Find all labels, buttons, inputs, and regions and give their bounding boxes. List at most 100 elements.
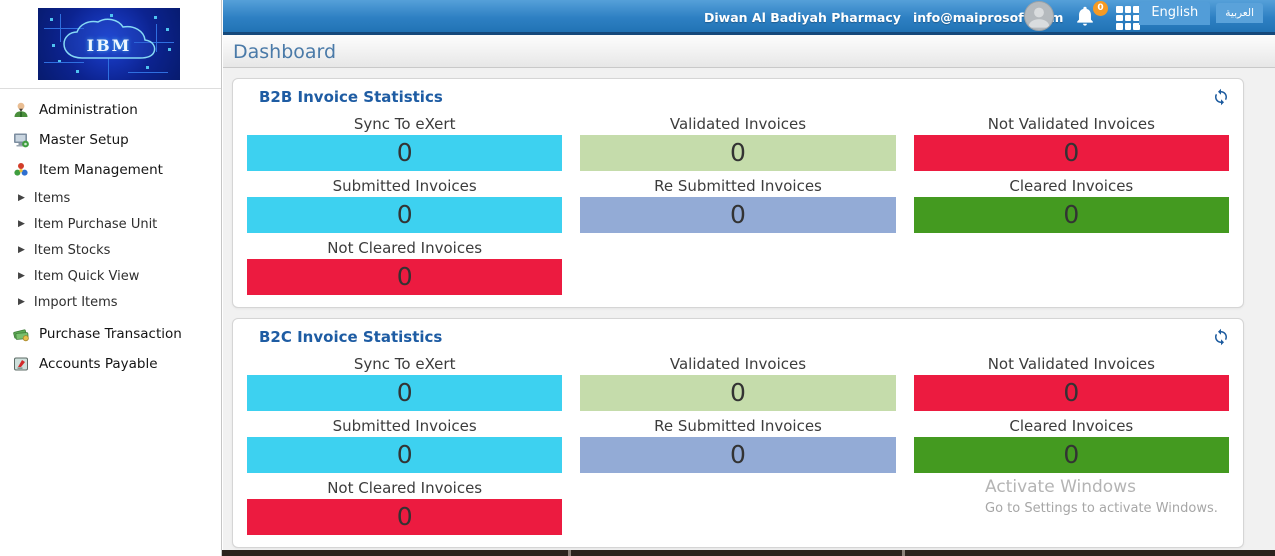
logo-circuit-line [44,28,84,29]
stat-cleared-invoices: Cleared Invoices 0 [913,171,1229,233]
panel-b2b-invoice-statistics: B2B Invoice Statistics Sync To eXert 0 V… [232,78,1244,308]
avatar[interactable] [1024,1,1054,31]
notifications-button[interactable]: 0 [1074,1,1108,30]
stat-not-validated-invoices: Not Validated Invoices 0 [913,109,1229,171]
sidebar-item-label: Purchase Transaction [39,326,182,342]
stat-label: Not Cleared Invoices [327,479,483,497]
refresh-icon [1215,328,1227,346]
submenu-arrow-icon: ▶ [18,271,25,281]
logo-circuit-line [60,14,61,42]
bottom-edge-bar [222,550,1275,556]
stat-value-bar: 0 [580,135,896,171]
stat-value-bar: 0 [913,375,1229,411]
sidebar-item-items[interactable]: ▶ Items [0,185,221,211]
sidebar-item-master-setup[interactable]: Master Setup [0,125,221,155]
stats-grid: Sync To eXert 0 Validated Invoices 0 Not… [247,109,1229,295]
sidebar-item-label: Accounts Payable [39,356,158,372]
stat-label: Cleared Invoices [1009,177,1134,195]
bell-icon [1077,6,1093,26]
breadcrumb-bar: Dashboard [223,35,1275,68]
panel-b2c-invoice-statistics: B2C Invoice Statistics Sync To eXert 0 V… [232,318,1244,548]
apps-grid-icon[interactable] [1116,6,1140,30]
language-tab-arabic[interactable]: العربية [1216,3,1263,23]
sidebar-item-label: Item Quick View [33,268,140,284]
stat-cleared-invoices: Cleared Invoices 0 [913,411,1229,473]
stat-validated-invoices: Validated Invoices 0 [580,349,896,411]
sidebar-item-purchase-transaction[interactable]: Purchase Transaction [0,319,221,349]
stat-label: Not Validated Invoices [987,355,1155,373]
language-tab-english[interactable]: English [1139,2,1211,25]
submenu-arrow-icon: ▶ [18,245,25,255]
stat-value-bar: 0 [247,135,563,171]
main-content: B2B Invoice Statistics Sync To eXert 0 V… [223,68,1275,556]
refresh-button[interactable] [1212,328,1230,346]
sidebar: IBM Administration Master Setup Item Man… [0,0,222,556]
panel-title: B2C Invoice Statistics [259,328,443,346]
stat-value-bar: 0 [580,197,896,233]
sidebar-item-item-management[interactable]: Item Management [0,155,221,185]
stat-label: Not Cleared Invoices [327,239,483,257]
sidebar-divider [0,88,221,89]
sidebar-item-import-items[interactable]: ▶ Import Items [0,289,221,315]
sidebar-item-label: Item Purchase Unit [33,216,158,232]
stats-grid: Sync To eXert 0 Validated Invoices 0 Not… [247,349,1229,535]
bottom-bar-separator [902,550,905,556]
sidebar-item-item-purchase-unit[interactable]: ▶ Item Purchase Unit [0,211,221,237]
stat-label: Submitted Invoices [332,177,477,195]
logo-text: IBM [86,36,132,55]
stat-label: Sync To eXert [353,355,456,373]
admin-user-icon [12,101,30,119]
stat-value-bar: 0 [580,375,896,411]
topbar: Diwan Al Badiyah Pharmacy info@maiprosof… [223,0,1275,35]
stat-validated-invoices: Validated Invoices 0 [580,109,896,171]
pharmacy-name: Diwan Al Badiyah Pharmacy [704,10,901,25]
stat-value-bar: 0 [247,197,563,233]
stat-value-bar: 0 [580,437,896,473]
stat-value-bar: 0 [247,499,563,535]
stat-label: Re Submitted Invoices [654,177,822,195]
stat-value-bar: 0 [913,135,1229,171]
stat-value-bar: 0 [913,197,1229,233]
cloud-icon [63,18,156,59]
stat-label: Sync To eXert [353,115,456,133]
notification-badge: 0 [1093,1,1108,16]
sidebar-item-label: Master Setup [39,132,129,148]
accounts-payable-icon [12,355,30,373]
stat-label: Cleared Invoices [1009,417,1134,435]
stat-label: Re Submitted Invoices [654,417,822,435]
company-logo: IBM [38,8,180,80]
stat-label: Not Validated Invoices [987,115,1155,133]
master-setup-icon [12,131,30,149]
submenu-arrow-icon: ▶ [18,219,25,229]
submenu-arrow-icon: ▶ [18,297,25,307]
sidebar-item-item-stocks[interactable]: ▶ Item Stocks [0,237,221,263]
submenu-arrow-icon: ▶ [18,193,25,203]
sidebar-menu: Administration Master Setup Item Managem… [0,89,221,379]
sidebar-item-label: Import Items [33,294,118,310]
sidebar-item-label: Item Management [39,162,163,178]
stat-label: Validated Invoices [669,355,807,373]
refresh-icon [1215,88,1227,106]
stat-submitted-invoices: Submitted Invoices 0 [247,171,563,233]
sidebar-item-item-quick-view[interactable]: ▶ Item Quick View [0,263,221,289]
stat-value-bar: 0 [247,259,563,295]
refresh-button[interactable] [1212,88,1230,106]
stat-re-submitted-invoices: Re Submitted Invoices 0 [580,171,896,233]
panel-title: B2B Invoice Statistics [259,88,443,106]
item-management-icon [12,161,30,179]
sidebar-item-label: Administration [39,102,138,118]
sidebar-item-administration[interactable]: Administration [0,95,221,125]
bottom-bar-separator [568,550,571,556]
stat-sync-to-exert: Sync To eXert 0 [247,349,563,411]
sidebar-item-accounts-payable[interactable]: Accounts Payable [0,349,221,379]
stat-not-cleared-invoices: Not Cleared Invoices 0 [247,233,563,295]
stat-not-cleared-invoices: Not Cleared Invoices 0 [247,473,563,535]
stat-label: Validated Invoices [669,115,807,133]
page-title: Dashboard [233,41,337,63]
stat-value-bar: 0 [247,437,563,473]
stat-value-bar: 0 [247,375,563,411]
purchase-transaction-icon [12,325,30,343]
stat-value-bar: 0 [913,437,1229,473]
sidebar-item-label: Item Stocks [33,242,111,258]
stat-label: Submitted Invoices [332,417,477,435]
